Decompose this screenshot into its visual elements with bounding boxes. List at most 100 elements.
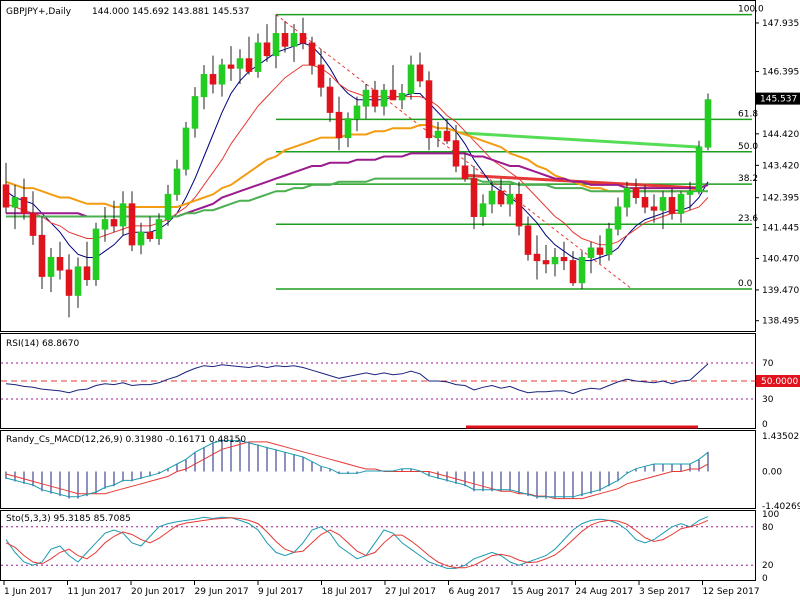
candle-body bbox=[659, 197, 667, 211]
candle-body bbox=[506, 193, 514, 205]
candle-body bbox=[299, 33, 307, 44]
x-tick-label: 27 Jul 2017 bbox=[385, 587, 436, 597]
candle-body bbox=[83, 266, 91, 281]
candle-body bbox=[326, 86, 334, 113]
macd-signal-line bbox=[5, 441, 709, 500]
candle-body bbox=[380, 89, 388, 107]
stoch-tick-label: 20 bbox=[762, 561, 774, 571]
candle-body bbox=[605, 228, 613, 255]
candle-body bbox=[587, 247, 595, 258]
candle-body bbox=[191, 96, 199, 129]
candle-body bbox=[335, 111, 343, 139]
candle-body bbox=[407, 64, 415, 94]
candle-body bbox=[92, 228, 100, 281]
candle-body bbox=[218, 64, 226, 85]
rsi-line bbox=[5, 363, 709, 395]
x-tick-label: 6 Aug 2017 bbox=[449, 587, 501, 597]
rsi-badge-label: 50.0000 bbox=[761, 377, 798, 387]
x-tick-label: 1 Jun 2017 bbox=[4, 587, 52, 597]
chart-symbol: GBPJPY+,Daily bbox=[6, 7, 72, 17]
candle-body bbox=[209, 74, 217, 85]
candle-body bbox=[362, 89, 370, 107]
price-layer: 100.0 61.8 50.0 38.2 23.6 0.0 bbox=[2, 5, 764, 318]
macd-tick-label: 1.43502 bbox=[762, 432, 799, 442]
candle-body bbox=[398, 92, 406, 101]
candle-body bbox=[596, 247, 604, 255]
candle-body bbox=[677, 193, 685, 214]
rsi-tick-label: 30 bbox=[762, 395, 774, 405]
current-price-badge bbox=[756, 92, 800, 105]
candle-body bbox=[164, 193, 172, 221]
candle-body bbox=[236, 58, 244, 69]
stoch-label: Sto(5,3,3) 95.3185 85.7085 bbox=[6, 514, 131, 524]
candle-body bbox=[119, 203, 127, 227]
candle-body bbox=[263, 42, 271, 57]
candle-body bbox=[56, 256, 64, 271]
candle-body bbox=[371, 89, 379, 107]
candle-body bbox=[578, 256, 586, 284]
candle-body bbox=[623, 187, 631, 208]
x-tick-label: 12 Sep 2017 bbox=[703, 587, 760, 597]
x-tick-label: 20 Jun 2017 bbox=[131, 587, 185, 597]
stoch-d-line bbox=[5, 517, 709, 569]
candle-body bbox=[254, 42, 262, 72]
price-tick-label: 146.395 bbox=[762, 68, 799, 78]
fib-level-label: 0.0 bbox=[738, 279, 753, 289]
candle-body bbox=[128, 203, 136, 246]
candle-body bbox=[308, 42, 316, 66]
candle-body bbox=[515, 193, 523, 227]
candle-body bbox=[533, 253, 541, 262]
candle-body bbox=[686, 190, 694, 195]
macd-label: Randy_Cs_MACD(12,26,9) 0.31980 -0.16171 … bbox=[6, 435, 246, 445]
price-tick-label: 138.495 bbox=[762, 317, 799, 327]
candle-body bbox=[569, 260, 577, 284]
x-tick-label: 3 Sep 2017 bbox=[639, 587, 690, 597]
candle-body bbox=[416, 64, 424, 82]
candle-body bbox=[641, 197, 649, 208]
candle-body bbox=[632, 187, 640, 199]
chart-ohlc: 144.000 145.692 143.881 145.537 bbox=[92, 7, 249, 17]
candle-body bbox=[65, 269, 73, 296]
candle-body bbox=[317, 64, 325, 88]
candle-body bbox=[704, 99, 712, 148]
rsi-label: RSI(14) 68.8670 bbox=[6, 339, 79, 349]
candle-body bbox=[650, 206, 658, 211]
candle-body bbox=[389, 89, 397, 101]
candle-body bbox=[344, 118, 352, 139]
rsi-tick-label: 0 bbox=[762, 420, 768, 430]
x-tick-label: 24 Aug 2017 bbox=[576, 587, 634, 597]
price-tick-label: 144.420 bbox=[762, 130, 799, 140]
candle-body bbox=[542, 260, 550, 265]
fib-level-label: 50.0 bbox=[738, 142, 758, 152]
candle-body bbox=[488, 190, 496, 205]
price-tick-label: 139.470 bbox=[762, 286, 799, 296]
rsi-badge bbox=[756, 375, 800, 387]
candle-body bbox=[452, 140, 460, 167]
candle-body bbox=[425, 80, 433, 139]
stoch-panel bbox=[0, 510, 756, 581]
price-tick-label: 143.420 bbox=[762, 161, 799, 171]
fib-level-label: 100.0 bbox=[738, 5, 764, 15]
candle-body bbox=[2, 184, 10, 208]
x-tick-label: 9 Jul 2017 bbox=[258, 587, 303, 597]
candle-body bbox=[668, 197, 676, 214]
stoch-k-line bbox=[5, 516, 709, 569]
candle-body bbox=[38, 234, 46, 277]
candle-body bbox=[182, 127, 190, 170]
stoch-tick-label: 100 bbox=[762, 510, 779, 520]
candle-body bbox=[695, 146, 703, 192]
candle-body bbox=[227, 64, 235, 69]
candle-body bbox=[560, 256, 568, 262]
candle-body bbox=[524, 225, 532, 255]
x-tick-label: 15 Aug 2017 bbox=[512, 587, 570, 597]
macd-tick-label: 0.00 bbox=[762, 467, 782, 477]
candle-body bbox=[11, 197, 19, 208]
candle-body bbox=[245, 58, 253, 72]
candle-body bbox=[497, 190, 505, 205]
rsi-layer bbox=[1, 362, 755, 429]
candle-body bbox=[200, 74, 208, 98]
candle-body bbox=[47, 256, 55, 277]
x-tick-label: 29 Jun 2017 bbox=[195, 587, 249, 597]
